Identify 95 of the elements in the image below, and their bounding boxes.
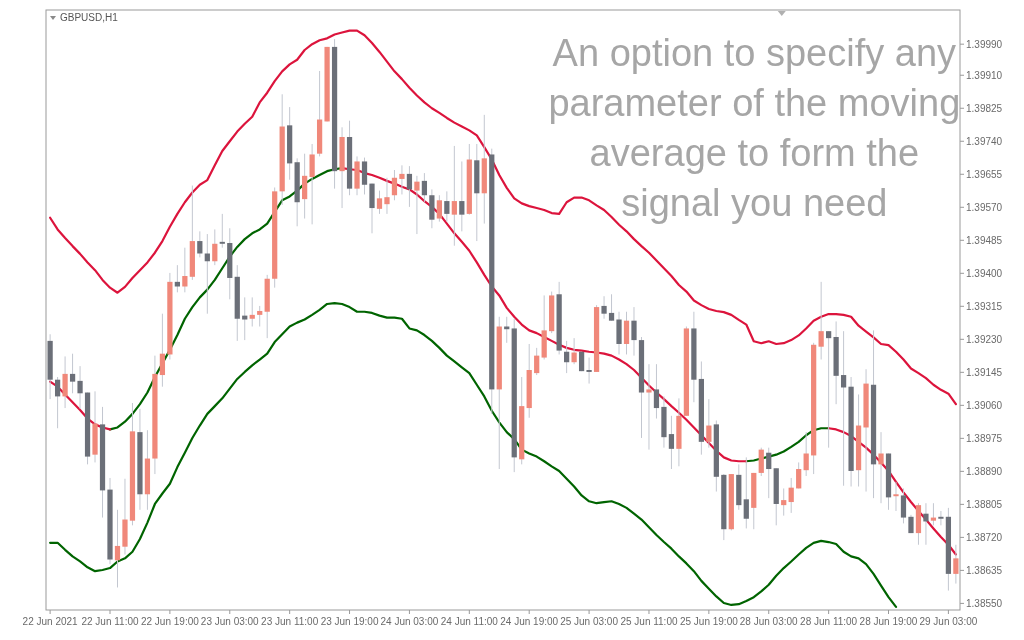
candlestick	[646, 363, 652, 451]
candlestick	[459, 160, 465, 232]
candlestick	[69, 353, 76, 394]
candlestick	[564, 340, 570, 374]
y-tick-label: 1.39990	[966, 38, 1003, 50]
candlestick	[399, 164, 405, 195]
y-tick-label: 1.39315	[966, 300, 1003, 312]
candlestick	[608, 293, 615, 322]
candlestick	[159, 313, 166, 388]
y-tick-label: 1.39570	[966, 201, 1003, 213]
candlestick	[436, 194, 442, 223]
y-tick-label: 1.38890	[966, 465, 1003, 477]
candlestick	[242, 296, 248, 341]
candlestick	[444, 190, 450, 223]
candlestick	[406, 165, 413, 208]
x-tick-label: 28 Jun 11:00	[800, 616, 858, 627]
candlestick	[361, 157, 368, 195]
candlestick	[376, 190, 383, 215]
candlestick	[534, 347, 540, 376]
y-tick-label: 1.39655	[966, 168, 1003, 180]
candlestick	[586, 357, 592, 385]
candlestick	[893, 481, 899, 512]
y-tick-label: 1.39485	[966, 234, 1003, 246]
candlestick	[309, 143, 315, 225]
x-tick-label: 22 Jun 11:00	[81, 616, 139, 627]
candlestick	[451, 145, 457, 247]
candlestick	[840, 330, 847, 487]
y-tick-label: 1.38805	[966, 498, 1003, 510]
y-tick-label: 1.38550	[966, 597, 1003, 609]
candlestick	[414, 175, 420, 235]
x-tick-label: 29 Jun 03:00	[919, 616, 978, 627]
candlestick	[878, 431, 884, 504]
candlestick	[384, 177, 390, 215]
y-tick-label: 1.38975	[966, 432, 1003, 444]
y-tick-label: 1.38635	[966, 564, 1003, 576]
candlestick	[706, 398, 712, 449]
candlestick	[62, 355, 68, 409]
x-tick-label: 24 Jun 03:00	[380, 616, 439, 627]
x-tick-label: 25 Jun 19:00	[679, 616, 739, 627]
candlestick	[182, 247, 188, 293]
candlestick	[623, 311, 630, 355]
y-tick-label: 1.39825	[966, 102, 1003, 114]
candlestick	[212, 228, 218, 266]
candlestick	[571, 337, 577, 365]
candlestick	[818, 281, 824, 361]
x-tick-label: 22 Jun 2021	[22, 616, 79, 627]
candlestick	[653, 363, 660, 420]
line-series	[49, 302, 898, 608]
candlestick	[421, 172, 428, 203]
x-tick-label: 28 Jun 19:00	[859, 616, 918, 627]
candlestick	[54, 376, 61, 429]
candlestick	[257, 305, 263, 327]
x-tick-label: 23 Jun 03:00	[200, 616, 260, 627]
y-tick-label: 1.38720	[966, 531, 1003, 543]
x-tick-label: 25 Jun 03:00	[560, 616, 619, 627]
x-tick-label: 23 Jun 11:00	[261, 616, 319, 627]
y-tick-label: 1.39910	[966, 69, 1003, 81]
candlestick	[803, 431, 809, 477]
candlestick	[391, 169, 398, 201]
candlestick	[249, 296, 255, 327]
y-tick-label: 1.39740	[966, 135, 1003, 147]
chart-title: GBPUSD,H1	[60, 12, 119, 23]
candlestick	[788, 477, 794, 514]
candlestick	[77, 365, 83, 410]
candlestick	[900, 487, 907, 524]
candlestick	[743, 456, 749, 529]
y-tick-label: 1.39145	[966, 366, 1003, 378]
candlestick	[302, 153, 308, 220]
candlestick	[219, 213, 225, 249]
candlestick	[930, 502, 937, 526]
candlestick	[174, 264, 180, 293]
x-tick-label: 23 Jun 19:00	[320, 616, 379, 627]
candlestick	[114, 509, 121, 588]
y-tick-label: 1.39400	[966, 267, 1003, 279]
line-series	[49, 29, 957, 406]
candlestick	[938, 510, 944, 526]
x-tick-label: 25 Jun 11:00	[620, 616, 678, 627]
candlestick	[826, 330, 832, 449]
x-tick-label: 24 Jun 11:00	[440, 616, 499, 627]
x-tick-label: 28 Jun 03:00	[739, 616, 799, 627]
candlestick	[923, 502, 929, 546]
y-tick-label: 1.39060	[966, 399, 1003, 411]
candlestick	[668, 415, 675, 470]
candlestick	[601, 295, 607, 320]
candlestick	[781, 487, 787, 517]
y-tick-label: 1.39230	[966, 333, 1003, 345]
candlestick	[204, 233, 210, 315]
annotation: An option to specify any parameter of the moving average to form the signal you need	[548, 32, 961, 224]
candlestick	[197, 230, 203, 258]
candlestick	[796, 461, 802, 489]
candlestick	[766, 447, 772, 499]
x-tick-label: 24 Jun 19:00	[500, 616, 559, 627]
x-tick-label: 22 Jun 19:00	[140, 616, 200, 627]
candlestick	[631, 306, 637, 357]
candlestick	[758, 447, 764, 477]
